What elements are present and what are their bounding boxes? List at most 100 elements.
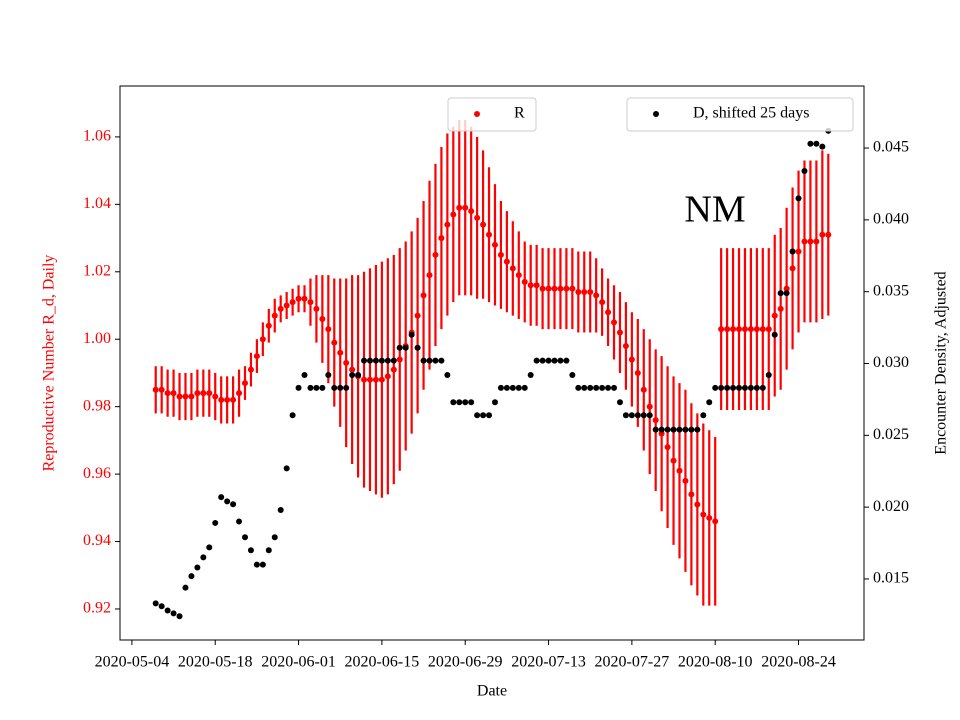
point <box>628 356 635 363</box>
point <box>486 412 493 419</box>
point <box>206 544 213 551</box>
legend-box <box>447 97 537 132</box>
point <box>652 426 659 433</box>
legend-box <box>626 97 854 132</box>
point <box>253 353 260 360</box>
point <box>527 371 534 378</box>
point <box>783 285 790 292</box>
x-tick-label: 2020-06-15 <box>345 654 420 671</box>
y2-tick-label: 0.030 <box>873 354 909 371</box>
point <box>593 292 600 299</box>
point <box>789 248 796 255</box>
point <box>819 231 826 238</box>
y2-axis-label: Encounter Density, Adjusted <box>933 271 950 454</box>
point <box>456 399 463 406</box>
point <box>688 426 695 433</box>
point <box>765 326 772 333</box>
point <box>563 357 570 364</box>
point <box>337 349 344 356</box>
point <box>444 221 451 228</box>
y-tick-label: 1.04 <box>83 195 111 212</box>
point <box>176 613 183 620</box>
y-tick-label: 0.94 <box>83 532 111 549</box>
point <box>271 312 278 319</box>
point <box>378 357 385 364</box>
point <box>331 384 338 391</box>
point <box>616 399 623 406</box>
point <box>307 299 314 306</box>
point <box>777 305 784 312</box>
point <box>801 238 808 245</box>
y-tick-label: 1.02 <box>83 262 111 279</box>
point <box>355 371 362 378</box>
point <box>426 272 433 279</box>
point <box>164 607 171 614</box>
point <box>152 386 159 393</box>
point <box>616 329 623 336</box>
point <box>420 292 427 299</box>
point <box>372 357 379 364</box>
point <box>212 393 219 400</box>
point <box>700 412 707 419</box>
point <box>676 467 683 474</box>
x-axis-label: Date <box>477 683 507 700</box>
y2-tick-label: 0.040 <box>873 211 909 228</box>
point <box>230 501 237 508</box>
point <box>170 390 177 397</box>
point <box>694 501 701 508</box>
point <box>652 417 659 424</box>
point <box>515 384 522 391</box>
point <box>152 600 159 607</box>
point <box>224 498 231 505</box>
point <box>277 305 284 312</box>
point <box>557 357 564 364</box>
point <box>682 477 689 484</box>
point <box>164 390 171 397</box>
point <box>539 285 546 292</box>
point <box>783 290 790 297</box>
point <box>491 241 498 248</box>
point <box>396 356 403 363</box>
point <box>789 265 796 272</box>
point <box>563 285 570 292</box>
point <box>724 384 731 391</box>
point <box>533 357 540 364</box>
point <box>688 491 695 498</box>
plot-frame <box>119 85 865 641</box>
point <box>456 204 463 211</box>
point <box>283 465 290 472</box>
point <box>759 326 766 333</box>
point <box>497 384 504 391</box>
point <box>634 412 641 419</box>
point <box>664 444 671 451</box>
point <box>706 514 713 521</box>
point <box>366 357 373 364</box>
point <box>813 238 820 245</box>
point <box>587 384 594 391</box>
point <box>545 357 552 364</box>
point <box>676 426 683 433</box>
point <box>468 208 475 215</box>
point <box>700 511 707 518</box>
point <box>480 221 487 228</box>
legend-marker <box>474 111 480 117</box>
point <box>753 384 760 391</box>
point <box>497 251 504 258</box>
point <box>551 285 558 292</box>
y-axis-label: Reproductive Number R_d, Daily <box>41 255 58 472</box>
point <box>741 384 748 391</box>
y-tick-label: 1.06 <box>83 128 111 145</box>
point <box>408 331 415 338</box>
point <box>611 319 618 326</box>
point <box>265 322 272 329</box>
point <box>706 399 713 406</box>
x-tick-label: 2020-08-24 <box>761 654 836 671</box>
point <box>372 376 379 383</box>
point <box>575 384 582 391</box>
point <box>444 371 451 378</box>
point <box>301 295 308 302</box>
point <box>724 326 731 333</box>
point <box>813 140 820 147</box>
point <box>646 403 653 410</box>
